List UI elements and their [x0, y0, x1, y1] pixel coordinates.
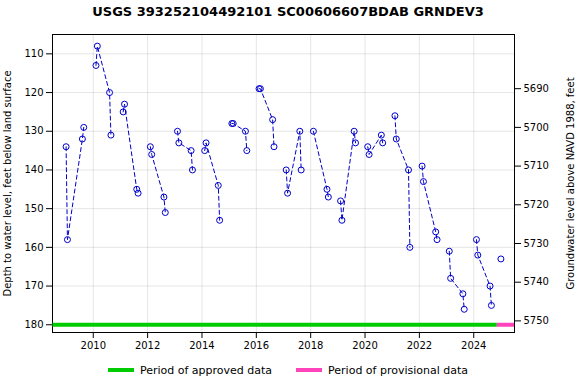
svg-text:170: 170: [24, 280, 43, 291]
svg-text:2016: 2016: [244, 340, 269, 351]
svg-text:Groundwater level above NAVD 1: Groundwater level above NAVD 1988, feet: [565, 77, 576, 289]
svg-text:2010: 2010: [81, 340, 106, 351]
svg-text:130: 130: [24, 125, 43, 136]
svg-text:2012: 2012: [135, 340, 160, 351]
svg-text:180: 180: [24, 319, 43, 330]
svg-text:5750: 5750: [524, 315, 549, 326]
svg-text:150: 150: [24, 203, 43, 214]
svg-text:5730: 5730: [524, 238, 549, 249]
svg-text:5720: 5720: [524, 199, 549, 210]
svg-text:2018: 2018: [298, 340, 323, 351]
svg-text:2014: 2014: [189, 340, 214, 351]
svg-text:5740: 5740: [524, 276, 549, 287]
html-text:Period of approved data: Period of approved data: [139, 363, 273, 377]
svg-text:120: 120: [24, 87, 43, 98]
svg-text:2022: 2022: [407, 340, 432, 351]
svg-text:140: 140: [24, 164, 43, 175]
svg-text:2020: 2020: [352, 340, 377, 351]
svg-text:160: 160: [24, 242, 43, 253]
svg-text:2024: 2024: [461, 340, 486, 351]
svg-text:Depth to water level, feet bel: Depth to water level, feet below land su…: [2, 70, 13, 296]
svg-text:110: 110: [24, 48, 43, 59]
svg-text:5700: 5700: [524, 122, 549, 133]
html-text:Period of provisional data: Period of provisional data: [328, 363, 469, 377]
svg-text:5710: 5710: [524, 160, 549, 171]
svg-text:5690: 5690: [524, 83, 549, 94]
html-text:USGS 393252104492101 SC0060660: USGS 393252104492101 SC00606607BDAB GRND…: [92, 4, 484, 19]
